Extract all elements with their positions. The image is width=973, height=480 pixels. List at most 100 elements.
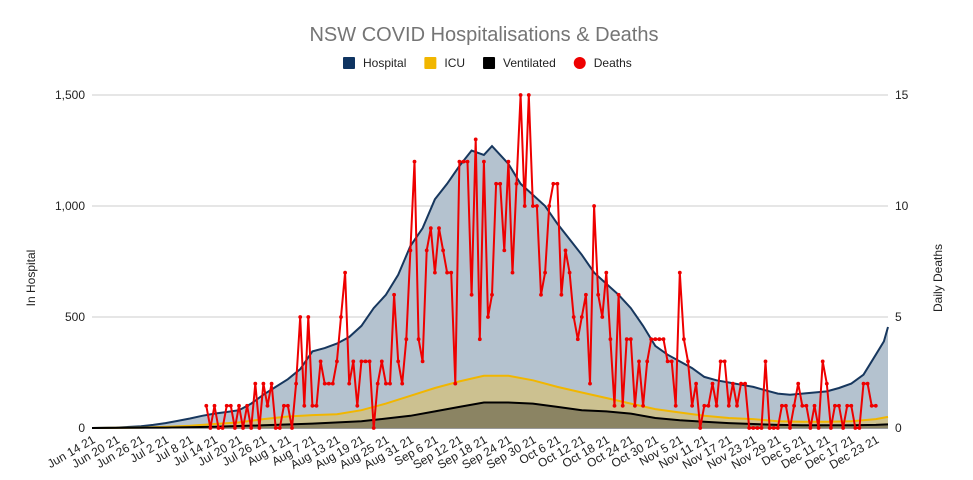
deaths-point	[714, 403, 719, 408]
deaths-point	[735, 403, 739, 408]
deaths-point	[498, 181, 503, 186]
deaths-point	[233, 426, 237, 430]
right-axis-title: Daily Deaths	[931, 244, 945, 312]
deaths-point	[310, 403, 315, 408]
deaths-point	[400, 381, 405, 386]
deaths-point	[539, 292, 543, 297]
deaths-point	[620, 403, 625, 408]
deaths-point	[241, 426, 245, 430]
deaths-point	[502, 248, 507, 253]
deaths-point	[584, 292, 588, 297]
deaths-point	[261, 381, 266, 386]
deaths-point	[637, 359, 641, 364]
deaths-point	[804, 403, 809, 408]
deaths-point	[579, 315, 584, 319]
deaths-point	[657, 337, 662, 342]
deaths-point	[588, 381, 592, 386]
left-axis-title: In Hospital	[24, 250, 38, 307]
deaths-point	[330, 381, 335, 386]
deaths-point	[433, 270, 437, 275]
deaths-point	[853, 426, 858, 430]
deaths-point	[322, 381, 327, 386]
deaths-point	[302, 403, 307, 408]
deaths-legend-marker	[573, 57, 586, 69]
deaths-point	[298, 315, 303, 319]
deaths-point	[269, 381, 274, 386]
deaths-point	[739, 381, 743, 386]
deaths-point	[661, 337, 666, 342]
deaths-point	[363, 359, 368, 364]
deaths-point	[335, 359, 339, 364]
deaths-point	[726, 403, 731, 408]
deaths-point	[624, 337, 629, 342]
deaths-point	[869, 403, 874, 408]
deaths-point	[702, 403, 707, 408]
deaths-point	[306, 315, 311, 319]
deaths-point	[245, 403, 250, 408]
deaths-point	[494, 181, 498, 186]
deaths-point	[220, 426, 225, 430]
right-tick-label: 15	[895, 88, 909, 102]
deaths-point	[347, 381, 352, 386]
deaths-point	[388, 381, 392, 386]
deaths-point	[771, 426, 776, 430]
deaths-point	[453, 381, 458, 386]
deaths-point	[861, 381, 866, 386]
deaths-point	[808, 426, 813, 430]
deaths-point	[743, 381, 747, 386]
deaths-point	[612, 403, 617, 408]
deaths-point	[751, 426, 756, 430]
deaths-point	[841, 426, 845, 430]
right-tick-label: 10	[895, 199, 909, 213]
deaths-point	[420, 359, 425, 364]
deaths-point	[343, 270, 347, 275]
plot-areas	[91, 144, 889, 429]
deaths-point	[428, 226, 433, 231]
deaths-point	[555, 181, 560, 186]
deaths-point	[780, 403, 784, 408]
deaths-point	[873, 403, 878, 408]
right-axis: 15 10 5 0	[895, 88, 909, 435]
deaths-point	[273, 426, 278, 430]
deaths-point	[600, 315, 605, 319]
ventilated-legend-marker	[483, 57, 496, 69]
deaths-point	[384, 381, 388, 386]
deaths-point	[441, 248, 445, 253]
deaths-point	[669, 359, 674, 364]
deaths-point	[865, 381, 870, 386]
deaths-point	[706, 403, 711, 408]
deaths-point	[796, 381, 801, 386]
deaths-point	[294, 381, 298, 386]
icu-legend-marker	[424, 57, 437, 69]
deaths-point	[677, 270, 682, 275]
deaths-point	[490, 292, 494, 297]
ventilated-legend-label: Ventilated	[503, 56, 556, 70]
deaths-point	[318, 359, 323, 364]
deaths-point	[526, 93, 531, 97]
deaths-point	[257, 426, 262, 430]
deaths-point	[812, 403, 817, 408]
deaths-point	[575, 337, 580, 342]
deaths-point	[722, 359, 727, 364]
deaths-point	[592, 204, 596, 208]
deaths-point	[282, 403, 286, 408]
deaths-point	[510, 270, 515, 275]
right-tick-label: 5	[895, 310, 902, 324]
deaths-point	[518, 93, 523, 97]
deaths-point	[857, 426, 862, 430]
deaths-point	[649, 337, 654, 342]
deaths-point	[788, 426, 792, 430]
deaths-point	[449, 270, 454, 275]
deaths-series	[204, 93, 878, 430]
hospital-legend-label: Hospital	[363, 56, 406, 70]
deaths-point	[404, 337, 409, 342]
deaths-point	[208, 426, 213, 430]
deaths-point	[628, 337, 633, 342]
deaths-point	[563, 248, 568, 253]
deaths-point	[237, 403, 241, 408]
icu-legend-label: ICU	[444, 56, 465, 70]
deaths-point	[833, 403, 837, 408]
deaths-point	[339, 315, 343, 319]
deaths-point	[265, 403, 270, 408]
deaths-point	[408, 248, 413, 253]
